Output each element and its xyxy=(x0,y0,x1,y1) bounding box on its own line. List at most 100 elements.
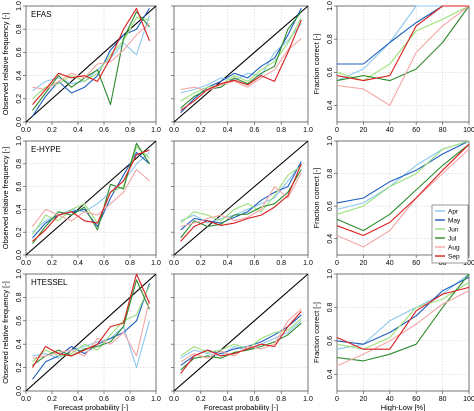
y-tick-label: 0.0 xyxy=(16,117,23,127)
x-tick-label: 60 xyxy=(412,396,420,403)
x-tick-label: 100 xyxy=(463,127,474,134)
y-axis-title: Observed relative frequency [-] xyxy=(1,147,10,250)
x-tick-label: 0.4 xyxy=(73,396,83,403)
panel-ehype-fraction-correct: 0 20 40 60 80 100 0.4 0.6 0.8 1.0 Fraction correct… xyxy=(312,136,474,267)
y-tick-label: 1.0 xyxy=(327,269,334,279)
plot-frame xyxy=(173,140,309,256)
x-tick-label: 40 xyxy=(386,396,394,403)
panel-label: E-HYPE xyxy=(31,145,61,154)
series-line-jul xyxy=(336,143,470,232)
x-tick-label: 0.8 xyxy=(276,396,286,403)
series-line-jun xyxy=(336,5,470,82)
y-tick-label: 0.8 xyxy=(327,34,334,44)
panel-htessel-reliability-b: 0.0 0.2 0.4 0.6 0.8 1.0 Forecast probability [… xyxy=(169,273,313,411)
series-line-aug xyxy=(336,148,470,248)
x-tick-label: 0.8 xyxy=(125,127,135,134)
x-tick-label: 0.0 xyxy=(21,127,31,134)
series-line-may xyxy=(32,283,151,380)
y-tick-label: 1.0 xyxy=(16,269,23,279)
plot-frame xyxy=(336,273,470,392)
plot-frame xyxy=(336,140,470,256)
diagonal-line xyxy=(173,273,309,392)
y-tick-label: 0.0 xyxy=(16,386,23,396)
y-tick-label: 0.2 xyxy=(16,363,23,373)
x-tick-label: 40 xyxy=(386,127,394,134)
x-tick-label: 0.6 xyxy=(250,260,260,267)
diagonal-line xyxy=(25,273,157,392)
x-tick-label: 1.0 xyxy=(151,260,161,267)
diagonal-line xyxy=(25,140,157,256)
y-tick-label: 0.6 xyxy=(327,67,334,77)
legend-label-may: May xyxy=(448,218,461,225)
panel-efas-reliability-a: 0.0 0.2 0.4 0.6 0.8 1.0 0.0 0.2 0.4 0.6 0.8 1.0 EFAS… xyxy=(1,1,161,134)
series-line-jun xyxy=(180,17,302,102)
x-tick-label: 0.8 xyxy=(276,260,286,267)
y-tick-label: 0.2 xyxy=(16,94,23,104)
x-tick-label: 0.4 xyxy=(73,127,83,134)
legend-label-jun: Jun xyxy=(448,227,459,234)
x-tick-label: 1.0 xyxy=(151,396,161,403)
series-line-may xyxy=(336,276,470,345)
x-tick-label: 60 xyxy=(412,260,420,267)
x-tick-label: 20 xyxy=(360,260,368,267)
x-tick-label: 0 xyxy=(335,260,339,267)
x-tick-label: 0.8 xyxy=(125,396,135,403)
x-tick-label: 1.0 xyxy=(303,260,313,267)
x-axis-title: High-Low [%] xyxy=(381,403,426,411)
x-tick-label: 0.6 xyxy=(99,260,109,267)
x-tick-label: 1.0 xyxy=(151,127,161,134)
series-line-sep xyxy=(180,163,302,242)
x-tick-label: 0.2 xyxy=(196,127,206,134)
legend-label-aug: Aug xyxy=(448,245,460,252)
y-axis-title: Fraction correct [-] xyxy=(312,168,321,229)
series-line-sep xyxy=(32,149,150,242)
plot-frame xyxy=(25,273,157,392)
y-tick-label: 0.8 xyxy=(327,169,334,179)
series-line-may xyxy=(337,5,469,65)
plot-frame xyxy=(25,5,157,123)
x-tick-label: 0.6 xyxy=(99,396,109,403)
x-tick-label: 0.0 xyxy=(169,396,179,403)
y-tick-label: 0.2 xyxy=(16,227,23,237)
x-tick-label: 0.0 xyxy=(21,396,31,403)
y-tick-label: 0.4 xyxy=(16,204,23,214)
x-tick-label: 0 xyxy=(335,127,339,134)
y-tick-label: 0.6 xyxy=(16,182,23,192)
x-tick-label: 0.4 xyxy=(223,260,233,267)
x-tick-label: 0.2 xyxy=(47,396,57,403)
x-tick-label: 80 xyxy=(439,260,447,267)
series-line-apr xyxy=(180,320,302,359)
series-line-sep xyxy=(336,286,470,350)
x-tick-label: 0.4 xyxy=(223,127,233,134)
x-tick-label: 0.2 xyxy=(196,260,206,267)
y-tick-label: 0.8 xyxy=(16,24,23,34)
x-tick-label: 0.0 xyxy=(21,260,31,267)
y-tick-label: 1.0 xyxy=(16,136,23,146)
series-line-sep xyxy=(336,143,470,237)
series-line-jun xyxy=(336,140,470,215)
x-tick-label: 60 xyxy=(412,127,420,134)
y-tick-label: 0.8 xyxy=(16,292,23,302)
x-tick-label: 100 xyxy=(463,260,474,267)
series-line-jul xyxy=(180,169,302,239)
series-line-apr xyxy=(336,273,470,350)
x-tick-label: 80 xyxy=(439,396,447,403)
series-line-jul xyxy=(32,142,150,244)
series-line-aug xyxy=(32,22,150,91)
panel-label: EFAS xyxy=(31,10,51,19)
y-tick-label: 1.0 xyxy=(327,1,334,11)
x-tick-label: 20 xyxy=(360,127,368,134)
diagonal-line xyxy=(25,5,157,123)
series-line-sep xyxy=(180,19,302,111)
series-line-sep xyxy=(180,311,302,374)
series-line-aug xyxy=(180,172,302,228)
y-tick-label: 0.6 xyxy=(327,201,334,211)
series-line-jun xyxy=(180,318,302,357)
series-line-aug xyxy=(180,38,302,92)
diagonal-line xyxy=(173,5,309,123)
series-line-jun xyxy=(180,165,302,224)
series-line-sep xyxy=(336,5,469,82)
plot-frame xyxy=(173,273,309,392)
series-line-jul xyxy=(180,11,302,109)
